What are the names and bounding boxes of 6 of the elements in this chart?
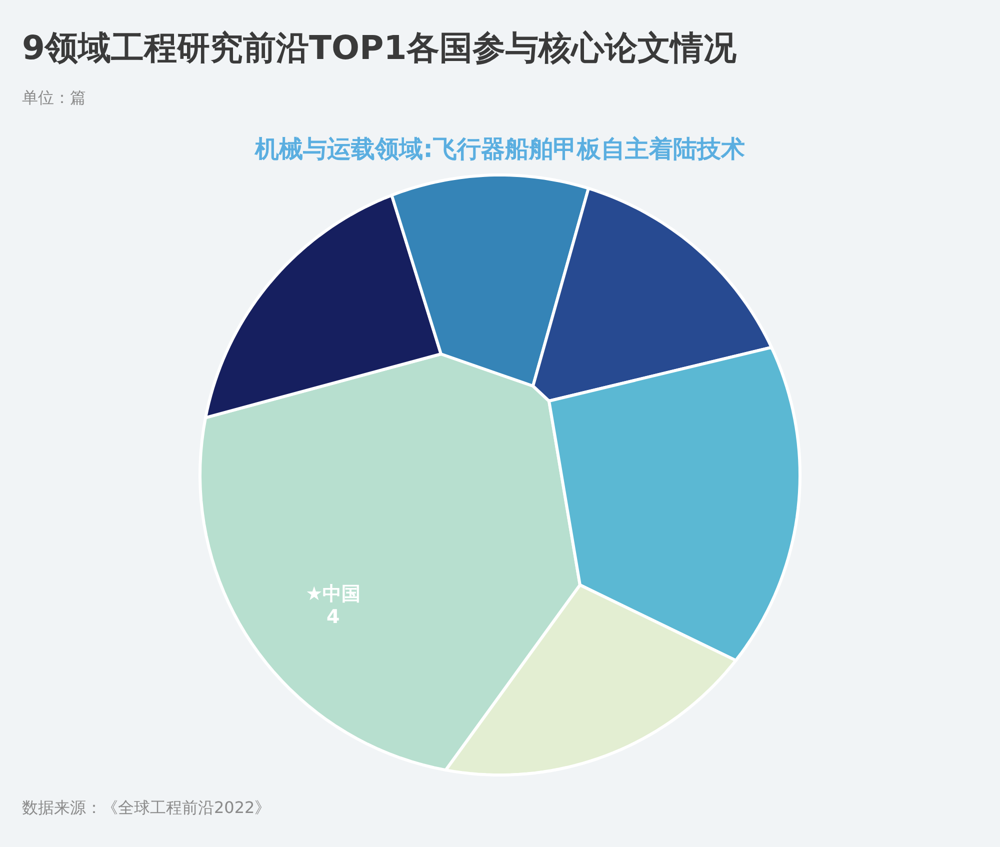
category-label: ★中国 [306, 582, 361, 605]
text: 9领域工程研究前沿TOP1各国参与核心论文情况 [22, 27, 737, 69]
text: 单位：篇 [22, 88, 86, 109]
data-label: 4 [326, 606, 340, 628]
source-note: 数据来源：《全球工程前沿2022》 [22, 798, 271, 819]
text: 机械与运载领域:飞行器船舶甲板自主着陆技术 [254, 134, 746, 165]
